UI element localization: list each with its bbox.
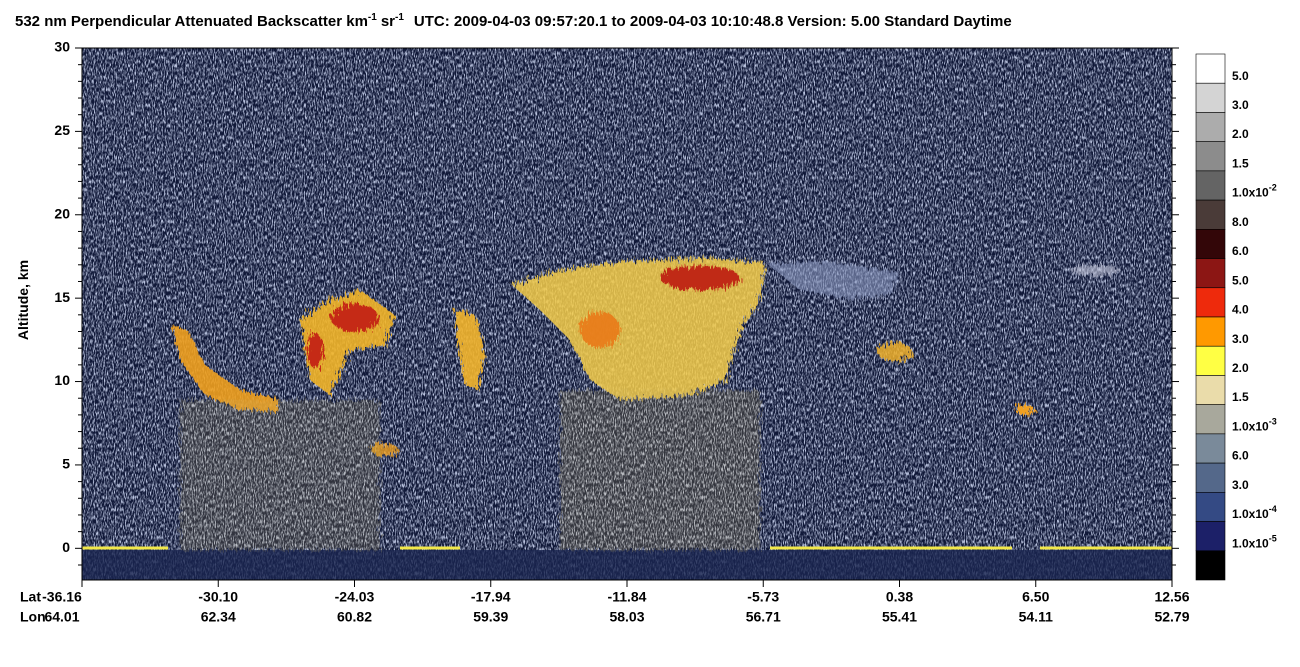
colorbar-label: 1.0x10-3	[1232, 417, 1277, 434]
colorbar-cell	[1195, 375, 1226, 405]
colorbar-cell	[1195, 258, 1226, 289]
x-tick-label: 52.79	[1154, 609, 1189, 625]
colorbar-label-text: 6.0	[1232, 449, 1249, 463]
colorbar-label-text: 1.5	[1232, 157, 1249, 171]
colorbar-cell	[1195, 141, 1226, 172]
colorbar-cell	[1195, 82, 1226, 113]
y-tick-label: 20	[54, 205, 70, 221]
colorbar-label-text: 2.0	[1232, 127, 1249, 141]
colorbar-label-text: 1.0x10	[1232, 186, 1269, 200]
colorbar-cell	[1195, 550, 1226, 581]
colorbar-label: 5.0	[1232, 274, 1249, 288]
x-row-name: Lat	[20, 589, 41, 605]
x-tick-label: -17.94	[471, 589, 511, 605]
colorbar-label-text: 3.0	[1232, 98, 1249, 112]
colorbar-cell	[1195, 316, 1226, 347]
colorbar-label: 8.0	[1232, 215, 1249, 229]
colorbar-label: 6.0	[1232, 244, 1249, 258]
colorbar-label: 3.0	[1232, 478, 1249, 492]
colorbar-label-text: 6.0	[1232, 244, 1249, 258]
y-tick-label: 0	[62, 539, 70, 555]
colorbar-cell	[1195, 229, 1226, 259]
x-tick-label: -36.16	[42, 589, 82, 605]
x-tick-label: 12.56	[1154, 589, 1189, 605]
colorbar-label-exponent: -2	[1269, 183, 1277, 193]
colorbar-cell	[1195, 521, 1226, 552]
y-tick-label: 30	[54, 39, 70, 55]
colorbar-label: 6.0	[1232, 449, 1249, 463]
x-tick-label: 56.71	[746, 609, 781, 625]
x-tick-label: 55.41	[882, 609, 917, 625]
colorbar-cell	[1195, 112, 1226, 142]
colorbar-label-text: 8.0	[1232, 215, 1249, 229]
colorbar-label-exponent: -4	[1269, 505, 1277, 515]
colorbar-label-text: 1.0x10	[1232, 507, 1269, 521]
colorbar-label: 4.0	[1232, 303, 1249, 317]
x-tick-label: 6.50	[1022, 589, 1049, 605]
colorbar-label: 1.5	[1232, 390, 1249, 404]
x-tick-label: -30.10	[198, 589, 238, 605]
colorbar-label-text: 3.0	[1232, 478, 1249, 492]
colorbar-cell	[1195, 199, 1226, 230]
chart-title: 532 nm Perpendicular Attenuated Backscat…	[15, 12, 1012, 30]
y-tick-label: 25	[54, 122, 70, 138]
colorbar-label-text: 1.0x10	[1232, 537, 1269, 551]
x-tick-label: -5.73	[747, 589, 779, 605]
colorbar-label-text: 1.0x10	[1232, 420, 1269, 434]
colorbar-label: 1.5	[1232, 157, 1249, 171]
x-row-name: Lon	[20, 609, 46, 625]
colorbar-label: 2.0	[1232, 361, 1249, 375]
x-tick-label: 60.82	[337, 609, 372, 625]
colorbar-label: 1.0x10-4	[1232, 505, 1277, 522]
x-tick-label: 62.34	[201, 609, 236, 625]
x-tick-label: 64.01	[44, 609, 79, 625]
colorbar-label: 3.0	[1232, 98, 1249, 112]
colorbar-cell	[1195, 404, 1226, 435]
colorbar-cell	[1195, 170, 1226, 201]
colorbar-label: 1.0x10-2	[1232, 183, 1277, 200]
colorbar-cell	[1195, 492, 1226, 522]
below-ground	[82, 550, 1172, 580]
x-tick-label: 0.38	[886, 589, 913, 605]
colorbar-cell	[1195, 287, 1226, 318]
plot-area	[82, 48, 1172, 580]
colorbar-label-text: 2.0	[1232, 361, 1249, 375]
colorbar-label: 1.0x10-5	[1232, 534, 1277, 551]
colorbar-cell	[1195, 433, 1226, 464]
colorbar-label-text: 4.0	[1232, 303, 1249, 317]
x-tick-label: 59.39	[473, 609, 508, 625]
x-tick-label: -24.03	[335, 589, 375, 605]
x-tick-label: 54.11	[1019, 609, 1053, 625]
colorbar-label: 2.0	[1232, 127, 1249, 141]
colorbar-label-text: 5.0	[1232, 274, 1249, 288]
colorbar-label-exponent: -3	[1269, 417, 1277, 427]
y-tick-label: 10	[54, 372, 70, 388]
colorbar-cell	[1195, 345, 1226, 376]
colorbar-label-exponent: -5	[1269, 534, 1277, 544]
colorbar-cell	[1195, 462, 1226, 493]
colorbar-label-text: 5.0	[1232, 69, 1249, 83]
y-tick-label: 5	[62, 456, 70, 472]
colorbar-label: 5.0	[1232, 69, 1249, 83]
colorbar-label: 3.0	[1232, 332, 1249, 346]
x-tick-label: -11.84	[608, 589, 647, 605]
colorbar-cell	[1195, 53, 1226, 84]
y-tick-label: 15	[54, 289, 70, 305]
cloud-features	[172, 258, 1120, 550]
x-tick-label: 58.03	[609, 609, 644, 625]
colorbar-label-text: 3.0	[1232, 332, 1249, 346]
colorbar-label-text: 1.5	[1232, 390, 1249, 404]
y-axis-title: Altitude, km	[15, 260, 31, 340]
